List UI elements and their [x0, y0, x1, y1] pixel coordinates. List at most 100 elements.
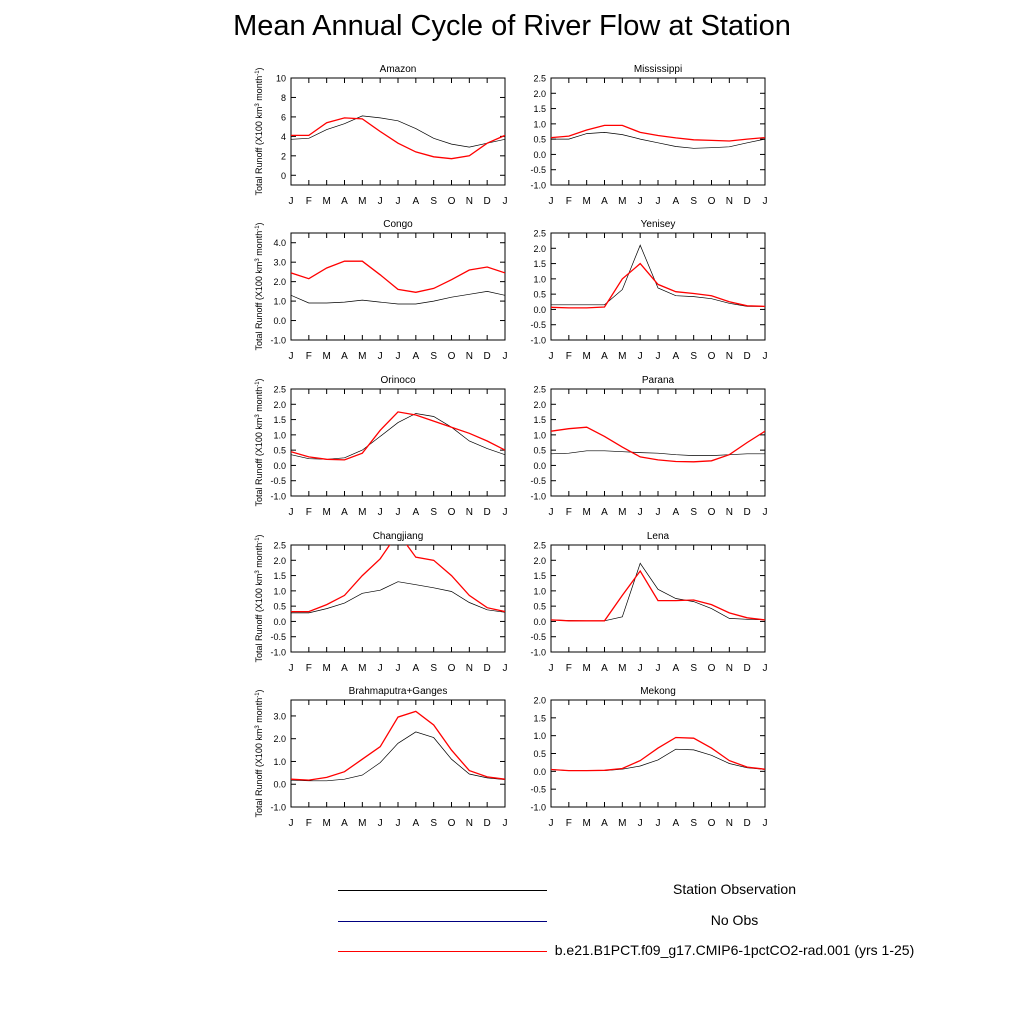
y-tick-label: 2.0 [533, 556, 546, 566]
y-tick-label: 10 [276, 74, 286, 84]
x-tick-label: S [690, 196, 697, 207]
y-tick-label: -1.0 [530, 336, 546, 346]
x-tick-label: M [358, 351, 366, 362]
x-tick-label: S [430, 507, 437, 518]
y-tick-label: 1.0 [273, 297, 286, 307]
x-tick-label: F [306, 351, 312, 362]
x-tick-label: J [656, 196, 661, 207]
x-tick-label: F [566, 507, 572, 518]
x-tick-label: M [358, 507, 366, 518]
x-tick-label: M [358, 818, 366, 829]
x-tick-label: D [744, 507, 751, 518]
y-tick-label: 1.0 [533, 274, 546, 284]
series-line-model [551, 262, 765, 309]
x-tick-label: J [638, 196, 643, 207]
chart-title: Brahmaputra+Ganges [349, 686, 448, 697]
y-tick-label: -0.5 [530, 632, 546, 642]
x-tick-label: N [726, 196, 733, 207]
x-tick-label: J [656, 663, 661, 674]
series-line-model [291, 117, 505, 160]
y-tick-label: 6 [281, 112, 286, 122]
y-tick-label: 2.0 [273, 556, 286, 566]
x-tick-label: S [690, 507, 697, 518]
y-tick-label: 1.5 [533, 104, 546, 114]
y-axis-label-part: Total Runoff (X100 km [254, 262, 264, 351]
y-tick-label: 1.0 [533, 586, 546, 596]
x-tick-label: M [322, 507, 330, 518]
x-tick-label: D [484, 507, 491, 518]
y-tick-label: 1.0 [533, 430, 546, 440]
x-tick-label: J [396, 351, 401, 362]
y-axis-label-part: ) [254, 534, 264, 537]
series-line-model [291, 260, 505, 293]
legend-line-noobs [338, 921, 547, 922]
series-line-model [291, 545, 505, 613]
y-axis-label-superscript: 3 [255, 570, 261, 574]
plot-frame [550, 544, 766, 653]
x-tick-label: J [503, 351, 508, 362]
x-tick-label: M [618, 196, 626, 207]
chart-title: Mississippi [634, 64, 682, 75]
x-tick-label: J [378, 663, 383, 674]
y-axis-label-part: month [254, 231, 264, 259]
x-tick-label: J [638, 663, 643, 674]
y-axis-label-part: month [254, 698, 264, 726]
series-line-station-observation [551, 132, 765, 149]
x-tick-label: F [306, 818, 312, 829]
y-axis-label-part: month [254, 76, 264, 104]
x-tick-label: F [566, 351, 572, 362]
x-tick-label: A [341, 351, 348, 362]
x-tick-label: A [601, 507, 608, 518]
y-axis-label-superscript: -1 [255, 381, 261, 387]
y-tick-label: 1.0 [273, 757, 286, 767]
x-tick-label: J [289, 663, 294, 674]
y-tick-label: 2.5 [533, 74, 546, 84]
y-tick-label: 1.5 [533, 571, 546, 581]
y-tick-label: 2.0 [533, 244, 546, 254]
x-tick-label: N [726, 663, 733, 674]
y-tick-label: 0.5 [533, 602, 546, 612]
chart-title: Mekong [640, 686, 676, 697]
chart-title: Lena [647, 531, 670, 542]
y-axis-label-part: Total Runoff (X100 km [254, 729, 264, 818]
x-tick-label: M [618, 663, 626, 674]
y-tick-label: 1.5 [533, 713, 546, 723]
x-tick-label: A [601, 818, 608, 829]
chart-title: Orinoco [380, 375, 415, 386]
y-tick-label: 0.5 [533, 135, 546, 145]
legend-label: b.e21.B1PCT.f09_g17.CMIP6-1pctCO2-rad.00… [554, 942, 915, 958]
x-tick-label: J [763, 507, 768, 518]
y-tick-label: 0.0 [533, 305, 546, 315]
x-tick-label: N [466, 196, 473, 207]
y-tick-label: 0.0 [533, 767, 546, 777]
x-tick-label: D [484, 663, 491, 674]
legend-label: Station Observation [673, 881, 796, 897]
x-tick-label: S [690, 818, 697, 829]
y-tick-label: 3.0 [273, 711, 286, 721]
y-tick-label: 1.0 [533, 119, 546, 129]
x-tick-label: J [378, 818, 383, 829]
x-tick-label: A [341, 818, 348, 829]
y-tick-label: 2.5 [273, 385, 286, 395]
chart-title: Yenisey [641, 219, 676, 230]
y-axis-label: Total Runoff (X100 km3 month-1) [254, 534, 264, 662]
y-tick-label: 0.0 [273, 617, 286, 627]
series-line-model [551, 426, 765, 463]
series-line-station-observation [551, 748, 765, 771]
x-tick-label: O [708, 818, 716, 829]
y-tick-label: 0.0 [533, 461, 546, 471]
y-tick-label: 0.0 [533, 150, 546, 160]
x-tick-label: O [708, 351, 716, 362]
series-line-model [551, 736, 765, 772]
y-tick-label: 0.0 [273, 780, 286, 790]
y-tick-label: 8 [281, 93, 286, 103]
x-tick-label: D [484, 196, 491, 207]
x-tick-label: J [396, 196, 401, 207]
y-tick-label: 1.0 [533, 731, 546, 741]
y-tick-label: 0.0 [533, 617, 546, 627]
x-tick-label: A [341, 196, 348, 207]
